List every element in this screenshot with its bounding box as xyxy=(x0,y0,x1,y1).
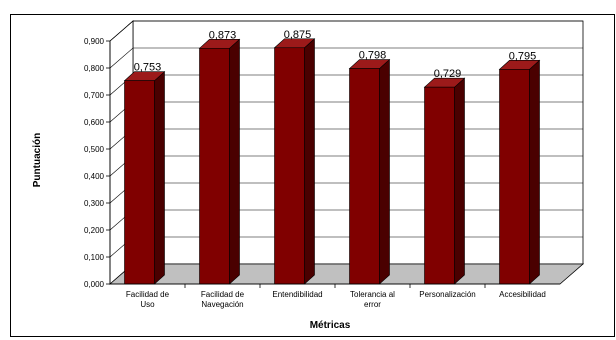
bar-side xyxy=(154,71,165,285)
y-tick-label: 0,700 xyxy=(84,91,105,100)
data-label: 0,753 xyxy=(134,62,162,74)
y-tick-label: 0,400 xyxy=(84,172,105,181)
y-tick-label: 0,100 xyxy=(84,253,105,262)
category-label-line: error xyxy=(364,300,381,309)
bar-side xyxy=(379,58,390,285)
data-label: 0,795 xyxy=(509,50,537,62)
y-tick-label: 0,300 xyxy=(84,199,105,208)
category-label: Facilidad de Navegación xyxy=(201,290,245,309)
category-label: Tolerancia al error xyxy=(350,290,395,309)
y-tick-label: 0,900 xyxy=(84,37,105,46)
bar-side xyxy=(229,38,240,285)
category-label: Entendibilidad xyxy=(272,290,322,299)
gridline xyxy=(109,47,583,69)
y-tick-label: 0,800 xyxy=(84,64,105,73)
category-label-line: Tolerancia al xyxy=(350,290,395,299)
data-label: 0,875 xyxy=(284,29,312,41)
category-label-line: Accesibilidad xyxy=(499,290,546,299)
y-axis-title: Puntuación xyxy=(32,133,43,187)
bar xyxy=(124,80,155,285)
plot-area: 0,000 0,100 0,200 0,300 0,400 0,500 0,600 0,700… xyxy=(84,20,585,309)
category-label: Personalización xyxy=(419,290,475,299)
category-label-line: Facilidad de xyxy=(201,290,245,299)
category-label: Facilidad de Uso xyxy=(126,290,170,309)
category-label-line: Navegación xyxy=(201,300,243,309)
category-label: Accesibilidad xyxy=(499,290,546,299)
gridline xyxy=(109,20,583,42)
bar-side xyxy=(529,59,540,285)
category-label-line: Personalización xyxy=(419,290,475,299)
bar xyxy=(199,47,230,285)
y-tick-label: 0,000 xyxy=(84,280,105,289)
bar xyxy=(424,86,455,285)
category-label-line: Uso xyxy=(140,300,155,309)
bar xyxy=(274,47,305,285)
category-label-line: Entendibilidad xyxy=(272,290,322,299)
x-axis-title: Métricas xyxy=(310,320,351,331)
y-tick-label: 0,200 xyxy=(84,226,105,235)
bar-side xyxy=(304,38,315,285)
category-label-line: Facilidad de xyxy=(126,290,170,299)
bar-side xyxy=(454,77,465,285)
data-label: 0,798 xyxy=(359,50,387,62)
y-tick-label: 0,500 xyxy=(84,145,105,154)
bar xyxy=(499,69,530,285)
bar xyxy=(349,68,380,285)
data-label: 0,873 xyxy=(209,29,237,41)
y-tick-label: 0,600 xyxy=(84,118,105,127)
data-label: 0,729 xyxy=(434,68,462,80)
